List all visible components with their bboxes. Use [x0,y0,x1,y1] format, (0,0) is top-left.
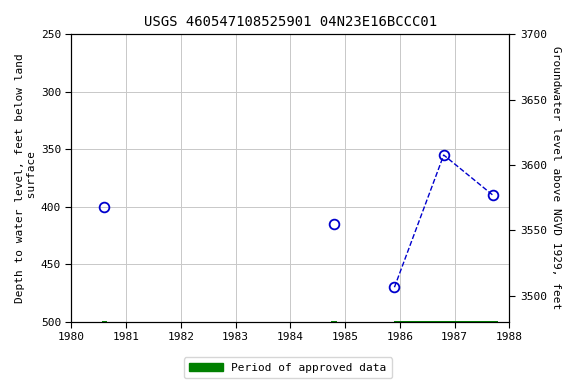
Legend: Period of approved data: Period of approved data [184,358,392,379]
Y-axis label: Depth to water level, feet below land
 surface: Depth to water level, feet below land su… [15,53,37,303]
Y-axis label: Groundwater level above NGVD 1929, feet: Groundwater level above NGVD 1929, feet [551,46,561,310]
Title: USGS 460547108525901 04N23E16BCCC01: USGS 460547108525901 04N23E16BCCC01 [144,15,437,29]
